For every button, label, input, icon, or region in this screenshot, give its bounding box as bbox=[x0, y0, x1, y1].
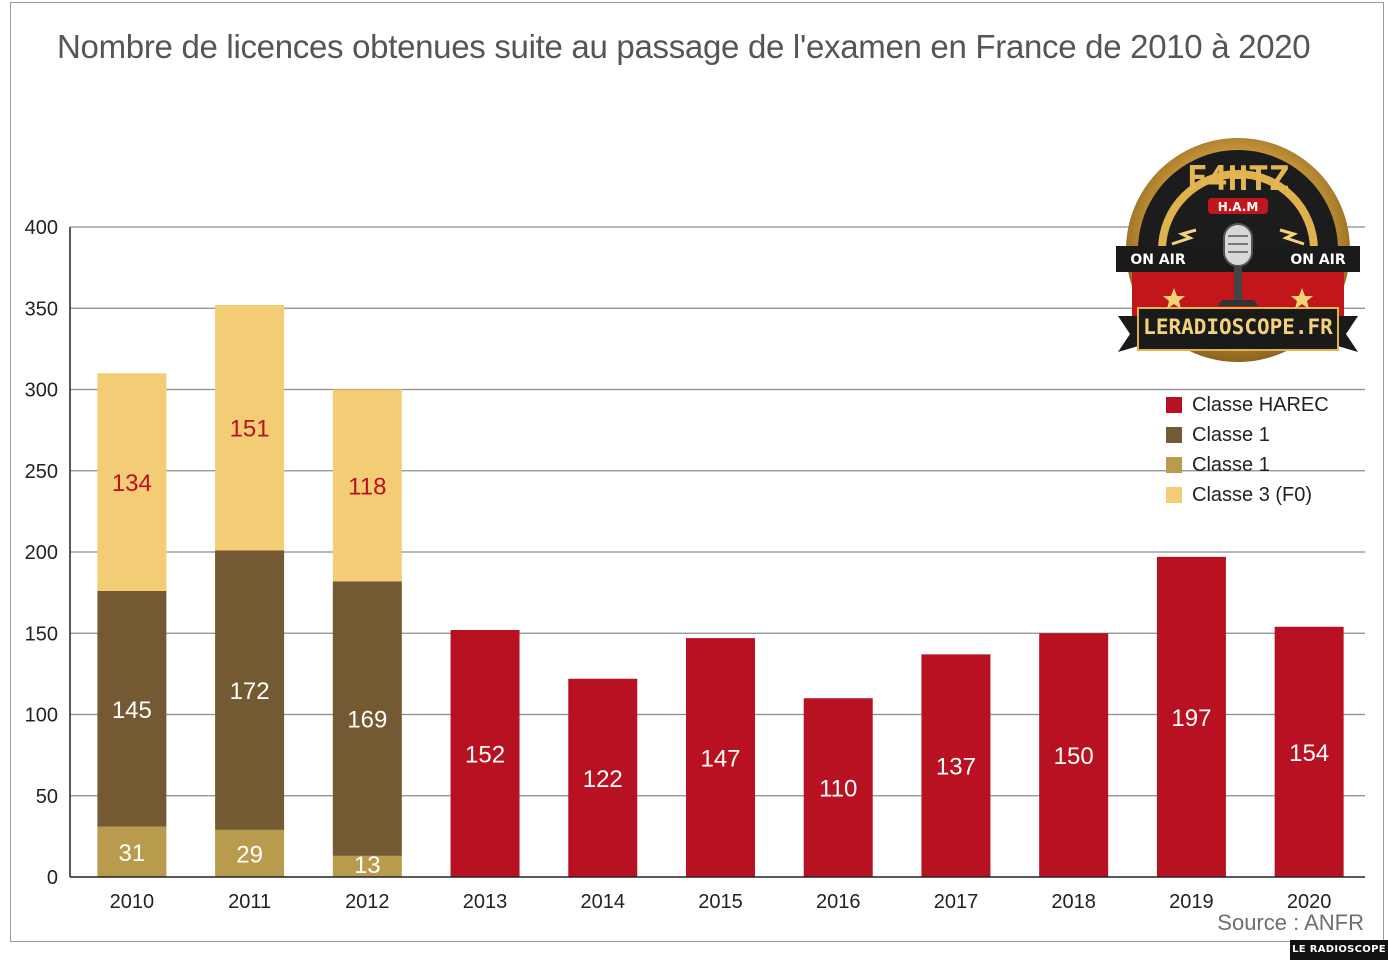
bar-gold-2011 bbox=[215, 829, 285, 877]
radioscope-logo: LERADIOSCOPE.FR F4HTZ H.A.M ON AIR ON AI… bbox=[1112, 138, 1364, 378]
legend-item-classe1-gold: Classe 1 bbox=[1166, 450, 1329, 480]
logo-on-air-right: ON AIR bbox=[1290, 252, 1346, 268]
bar-harec-2019 bbox=[1156, 556, 1226, 877]
data-label: 122 bbox=[583, 766, 623, 793]
y-tick-label: 250 bbox=[25, 461, 58, 483]
data-label: 13 bbox=[354, 852, 381, 879]
data-label: 110 bbox=[819, 776, 857, 803]
data-labels: 31 145 134 29 172 151 13 169 118 152 122 147 110 137 1… bbox=[112, 416, 1329, 879]
data-label: 137 bbox=[936, 754, 976, 781]
logo-callsign-text: F4HTZ bbox=[1187, 159, 1289, 199]
x-tick-label: 2015 bbox=[698, 891, 743, 913]
bar-f0-2012 bbox=[332, 389, 402, 582]
legend-swatch bbox=[1166, 487, 1182, 503]
chart-frame bbox=[10, 2, 1384, 942]
legend-item-harec: Classe HAREC bbox=[1166, 390, 1329, 420]
data-label: 29 bbox=[236, 841, 263, 868]
bar-gold-2012 bbox=[332, 855, 402, 877]
x-tick-label: 2010 bbox=[110, 891, 155, 913]
data-label: 31 bbox=[119, 840, 146, 867]
data-label: 172 bbox=[230, 678, 270, 705]
bar-harec-2016 bbox=[803, 698, 873, 877]
y-tick-label: 350 bbox=[25, 298, 58, 320]
data-label: 134 bbox=[112, 470, 152, 497]
y-tick-label: 400 bbox=[25, 217, 58, 239]
y-tick-label: 0 bbox=[47, 867, 58, 889]
legend-label: Classe 3 (F0) bbox=[1192, 483, 1313, 506]
bar-f0-2010 bbox=[97, 373, 167, 591]
legend-swatch bbox=[1166, 397, 1182, 413]
bar-gold-2010 bbox=[97, 826, 167, 877]
data-label: 151 bbox=[230, 416, 270, 443]
bar-f0-2011 bbox=[215, 305, 285, 551]
x-tick-label: 2020 bbox=[1287, 891, 1332, 913]
data-label: 152 bbox=[465, 742, 505, 769]
bar-dark-2011 bbox=[215, 550, 285, 830]
data-label: 154 bbox=[1289, 740, 1329, 767]
x-tick-label: 2013 bbox=[463, 891, 508, 913]
bar-dark-2010 bbox=[97, 591, 167, 827]
y-tick-label: 200 bbox=[25, 542, 58, 564]
legend-item-classe3: Classe 3 (F0) bbox=[1166, 480, 1329, 510]
x-tick-label: 2014 bbox=[581, 891, 626, 913]
chart-legend: Classe HAREC Classe 1 Classe 1 Classe 3 … bbox=[1166, 390, 1329, 510]
data-label: 197 bbox=[1171, 705, 1211, 732]
brand-badge: LE RADIOSCOPE bbox=[1290, 940, 1388, 960]
source-note: Source : ANFR bbox=[1217, 910, 1364, 935]
bar-harec-2014 bbox=[568, 678, 638, 877]
y-tick-label: 50 bbox=[36, 786, 58, 808]
data-label: 118 bbox=[348, 473, 386, 500]
logo-tag-text: H.A.M bbox=[1218, 200, 1259, 214]
y-tick-label: 150 bbox=[25, 623, 58, 645]
legend-swatch bbox=[1166, 457, 1182, 473]
bars bbox=[97, 305, 1344, 877]
logo-banner-text: LERADIOSCOPE.FR bbox=[1143, 315, 1333, 339]
legend-label: Classe 1 bbox=[1192, 453, 1270, 476]
data-label: 169 bbox=[347, 707, 387, 734]
x-tick-label: 2011 bbox=[228, 891, 271, 913]
legend-label: Classe HAREC bbox=[1192, 393, 1329, 416]
bar-harec-2017 bbox=[921, 654, 991, 877]
logo-on-air-left: ON AIR bbox=[1130, 252, 1186, 268]
x-tick-label: 2012 bbox=[345, 891, 390, 913]
legend-swatch bbox=[1166, 427, 1182, 443]
bar-harec-2013 bbox=[450, 630, 520, 877]
axes: 0 50 100 150 200 250 300 350 400 2010 2011 2012 2013… bbox=[25, 217, 1365, 913]
bar-harec-2020 bbox=[1274, 626, 1344, 877]
x-tick-label: 2018 bbox=[1051, 891, 1096, 913]
chart-title: Nombre de licences obtenues suite au pas… bbox=[57, 28, 1311, 65]
y-tick-label: 300 bbox=[25, 380, 58, 402]
bar-harec-2015 bbox=[686, 638, 755, 877]
data-label: 145 bbox=[112, 697, 152, 724]
legend-item-classe1-dark: Classe 1 bbox=[1166, 420, 1329, 450]
data-label: 150 bbox=[1054, 743, 1094, 770]
bar-harec-2018 bbox=[1039, 633, 1109, 877]
data-label: 147 bbox=[700, 746, 740, 773]
x-tick-label: 2016 bbox=[816, 891, 861, 913]
logo-emblem-icon: LERADIOSCOPE.FR F4HTZ H.A.M ON AIR ON AI… bbox=[1116, 138, 1360, 362]
x-tick-label: 2019 bbox=[1169, 891, 1214, 913]
x-tick-label: 2017 bbox=[934, 891, 979, 913]
legend-label: Classe 1 bbox=[1192, 423, 1270, 446]
bar-dark-2012 bbox=[332, 581, 402, 856]
y-tick-label: 100 bbox=[25, 705, 58, 727]
